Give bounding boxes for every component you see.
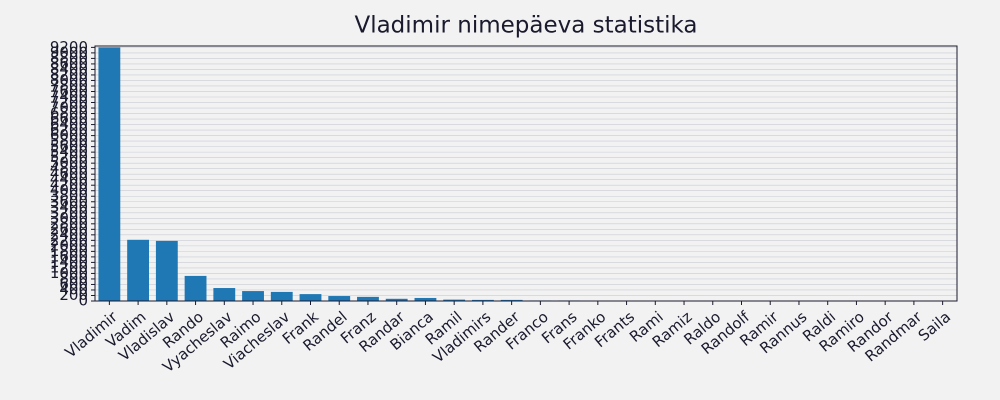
bar xyxy=(357,296,379,301)
bar xyxy=(471,299,494,301)
y-tick-label: 3200 xyxy=(50,203,88,221)
bar xyxy=(500,299,523,301)
bar xyxy=(443,299,466,301)
y-tick-label: 2400 xyxy=(50,225,88,243)
y-tick-label: 8600 xyxy=(50,54,88,72)
y-tick-label: 7200 xyxy=(50,93,88,111)
y-tick-label: 3400 xyxy=(50,198,88,216)
y-tick-label: 1800 xyxy=(50,242,88,260)
y-tick-label: 1400 xyxy=(50,253,88,271)
bar xyxy=(270,291,293,301)
y-tick-label: 7800 xyxy=(50,76,88,94)
y-tick-label: 7000 xyxy=(50,99,88,117)
y-tick-label: 800 xyxy=(59,269,88,287)
y-tick-label: 6000 xyxy=(50,126,88,144)
y-tick-label: 0 xyxy=(78,292,88,310)
bar xyxy=(242,291,264,301)
y-tick-label: 400 xyxy=(59,280,88,298)
bar xyxy=(328,296,351,301)
y-tick-label: 2600 xyxy=(50,220,88,238)
bar xyxy=(127,239,150,301)
y-tick-label: 5600 xyxy=(50,137,88,155)
y-tick-label: 4000 xyxy=(50,181,88,199)
y-tick-label: 8200 xyxy=(50,65,88,83)
y-tick-label: 2200 xyxy=(50,231,88,249)
y-tick-label: 4200 xyxy=(50,176,88,194)
y-tick-label: 8400 xyxy=(50,60,88,78)
y-tick-label: 7400 xyxy=(50,88,88,106)
y-tick-label: 6800 xyxy=(50,104,88,122)
y-tick-label: 3600 xyxy=(50,192,88,210)
bar xyxy=(155,240,178,301)
bar xyxy=(385,298,408,301)
y-tick-label: 5800 xyxy=(50,132,88,150)
y-tick-label: 600 xyxy=(59,275,88,293)
y-tick-label: 3000 xyxy=(50,209,88,227)
bar xyxy=(414,297,437,301)
y-tick-label: 1200 xyxy=(50,258,88,276)
bar xyxy=(299,294,322,301)
y-tick-label: 6200 xyxy=(50,121,88,139)
y-tick-label: 9000 xyxy=(50,43,88,61)
y-tick-label: 200 xyxy=(59,286,88,304)
y-tick-label: 2000 xyxy=(50,236,88,254)
y-tick-label: 8800 xyxy=(50,49,88,67)
y-tick-label: 4600 xyxy=(50,165,88,183)
y-tick-label: 5400 xyxy=(50,143,88,161)
bar xyxy=(98,47,121,301)
bar xyxy=(184,275,207,301)
y-tick-label: 1600 xyxy=(50,247,88,265)
y-tick-label: 3800 xyxy=(50,187,88,205)
y-tick-label: 5200 xyxy=(50,148,88,166)
y-tick-label: 5000 xyxy=(50,154,88,172)
y-tick-label: 8000 xyxy=(50,71,88,89)
y-tick-label: 1000 xyxy=(50,264,88,282)
chart-title: Vladimir nimepäeva statistika xyxy=(354,13,697,39)
plot-frame xyxy=(94,45,958,302)
y-tick-label: 9200 xyxy=(50,38,88,56)
y-tick-label: 7600 xyxy=(50,82,88,100)
y-tick-label: 6600 xyxy=(50,110,88,128)
y-tick-label: 6400 xyxy=(50,115,88,133)
y-tick-label: 4400 xyxy=(50,170,88,188)
bar xyxy=(213,288,236,301)
y-tick-label: 4800 xyxy=(50,159,88,177)
y-tick-label: 2800 xyxy=(50,214,88,232)
